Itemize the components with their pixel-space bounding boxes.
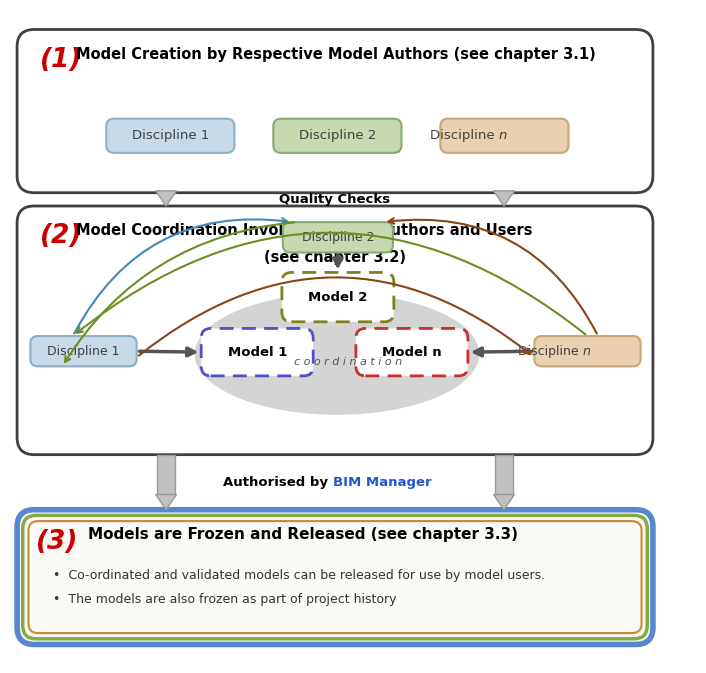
FancyBboxPatch shape [534, 336, 640, 366]
Polygon shape [493, 495, 515, 509]
Text: Model Creation by Respective Model Authors (see chapter 3.1): Model Creation by Respective Model Autho… [76, 46, 596, 61]
Polygon shape [157, 191, 176, 192]
Text: n: n [498, 129, 507, 142]
FancyBboxPatch shape [28, 521, 642, 633]
FancyBboxPatch shape [356, 328, 468, 376]
Text: •  Co-ordinated and validated models can be released for use by model users.: • Co-ordinated and validated models can … [53, 569, 545, 581]
Polygon shape [493, 191, 515, 206]
Text: (see chapter 3.2): (see chapter 3.2) [264, 250, 406, 264]
FancyBboxPatch shape [107, 118, 234, 153]
Text: (1): (1) [40, 46, 82, 73]
Text: Authorised by: Authorised by [224, 476, 333, 489]
Text: Discipline 1: Discipline 1 [47, 345, 120, 358]
Text: Discipline 2: Discipline 2 [301, 231, 374, 244]
Text: BIM Manager: BIM Manager [333, 476, 432, 489]
Text: Models are Frozen and Released (see chapter 3.3): Models are Frozen and Released (see chap… [88, 527, 518, 542]
FancyBboxPatch shape [282, 273, 394, 322]
Text: Quality Checks: Quality Checks [280, 193, 390, 206]
Polygon shape [155, 191, 176, 206]
Text: Discipline 1: Discipline 1 [131, 129, 209, 142]
FancyBboxPatch shape [17, 509, 653, 645]
Text: Discipline: Discipline [430, 129, 498, 142]
Text: Model 1: Model 1 [227, 346, 287, 359]
FancyBboxPatch shape [30, 336, 137, 366]
Text: •  The models are also frozen as part of project history: • The models are also frozen as part of … [53, 593, 397, 606]
Text: (3): (3) [36, 529, 78, 555]
FancyBboxPatch shape [283, 222, 393, 252]
FancyBboxPatch shape [201, 328, 313, 376]
Text: c o o r d i n a t i o n: c o o r d i n a t i o n [294, 357, 402, 367]
Text: Model Coordination Involving Model Authors and Users: Model Coordination Involving Model Autho… [76, 223, 532, 238]
FancyBboxPatch shape [441, 118, 568, 153]
Polygon shape [495, 191, 513, 192]
FancyBboxPatch shape [17, 30, 653, 192]
Text: Discipline 2: Discipline 2 [299, 129, 376, 142]
FancyBboxPatch shape [273, 118, 402, 153]
Text: Model 2: Model 2 [309, 291, 368, 304]
Text: Discipline: Discipline [518, 345, 582, 358]
Text: (2): (2) [40, 223, 82, 249]
Polygon shape [495, 455, 513, 495]
Polygon shape [155, 495, 176, 509]
FancyBboxPatch shape [17, 206, 653, 455]
Text: n: n [582, 345, 591, 358]
Ellipse shape [195, 293, 479, 415]
FancyBboxPatch shape [23, 516, 647, 639]
Text: Model n: Model n [382, 346, 442, 359]
Polygon shape [157, 455, 176, 495]
